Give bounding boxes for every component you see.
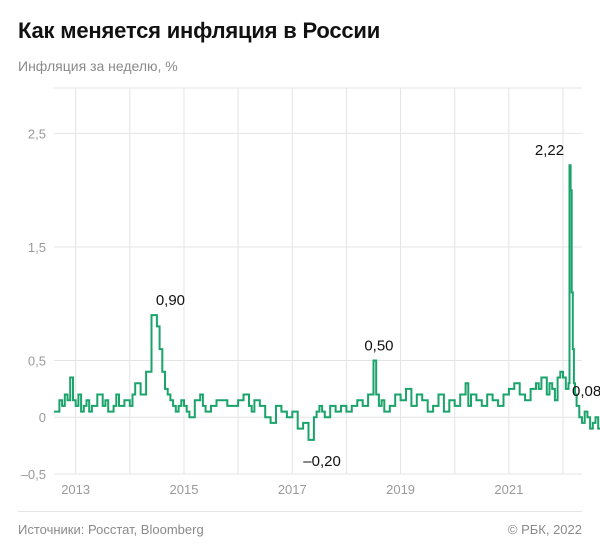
y-tick-label: 0 — [39, 410, 46, 425]
data-label: 0,90 — [156, 292, 185, 309]
x-tick-label: 2015 — [170, 482, 199, 497]
copyright-note: © РБК, 2022 — [507, 522, 582, 537]
x-tick-label: 2013 — [61, 482, 90, 497]
inflation-series-line — [54, 164, 600, 441]
y-tick-label: 0,5 — [28, 353, 46, 368]
data-label: 2,22 — [535, 142, 564, 159]
footer-divider — [18, 511, 582, 512]
y-tick-label: –0,5 — [21, 467, 46, 482]
data-label: 0,08 — [572, 383, 600, 400]
y-tick-label: 1,5 — [28, 240, 46, 255]
y-tick-label: 2,5 — [28, 126, 46, 141]
data-label: 0,50 — [364, 337, 393, 354]
chart-title: Как меняется инфляция в России — [18, 18, 381, 43]
chart-subtitle: Инфляция за неделю, % — [18, 58, 178, 74]
inflation-chart: –0,5 0 0,5 1,5 2,5 2013 2015 2017 2019 2021 0,90 –0… — [21, 87, 600, 497]
source-note: Источники: Росстат, Bloomberg — [18, 522, 204, 537]
x-tick-label: 2019 — [386, 482, 415, 497]
x-tick-label: 2021 — [494, 482, 523, 497]
data-label: –0,20 — [303, 453, 341, 470]
x-tick-label: 2017 — [278, 482, 307, 497]
